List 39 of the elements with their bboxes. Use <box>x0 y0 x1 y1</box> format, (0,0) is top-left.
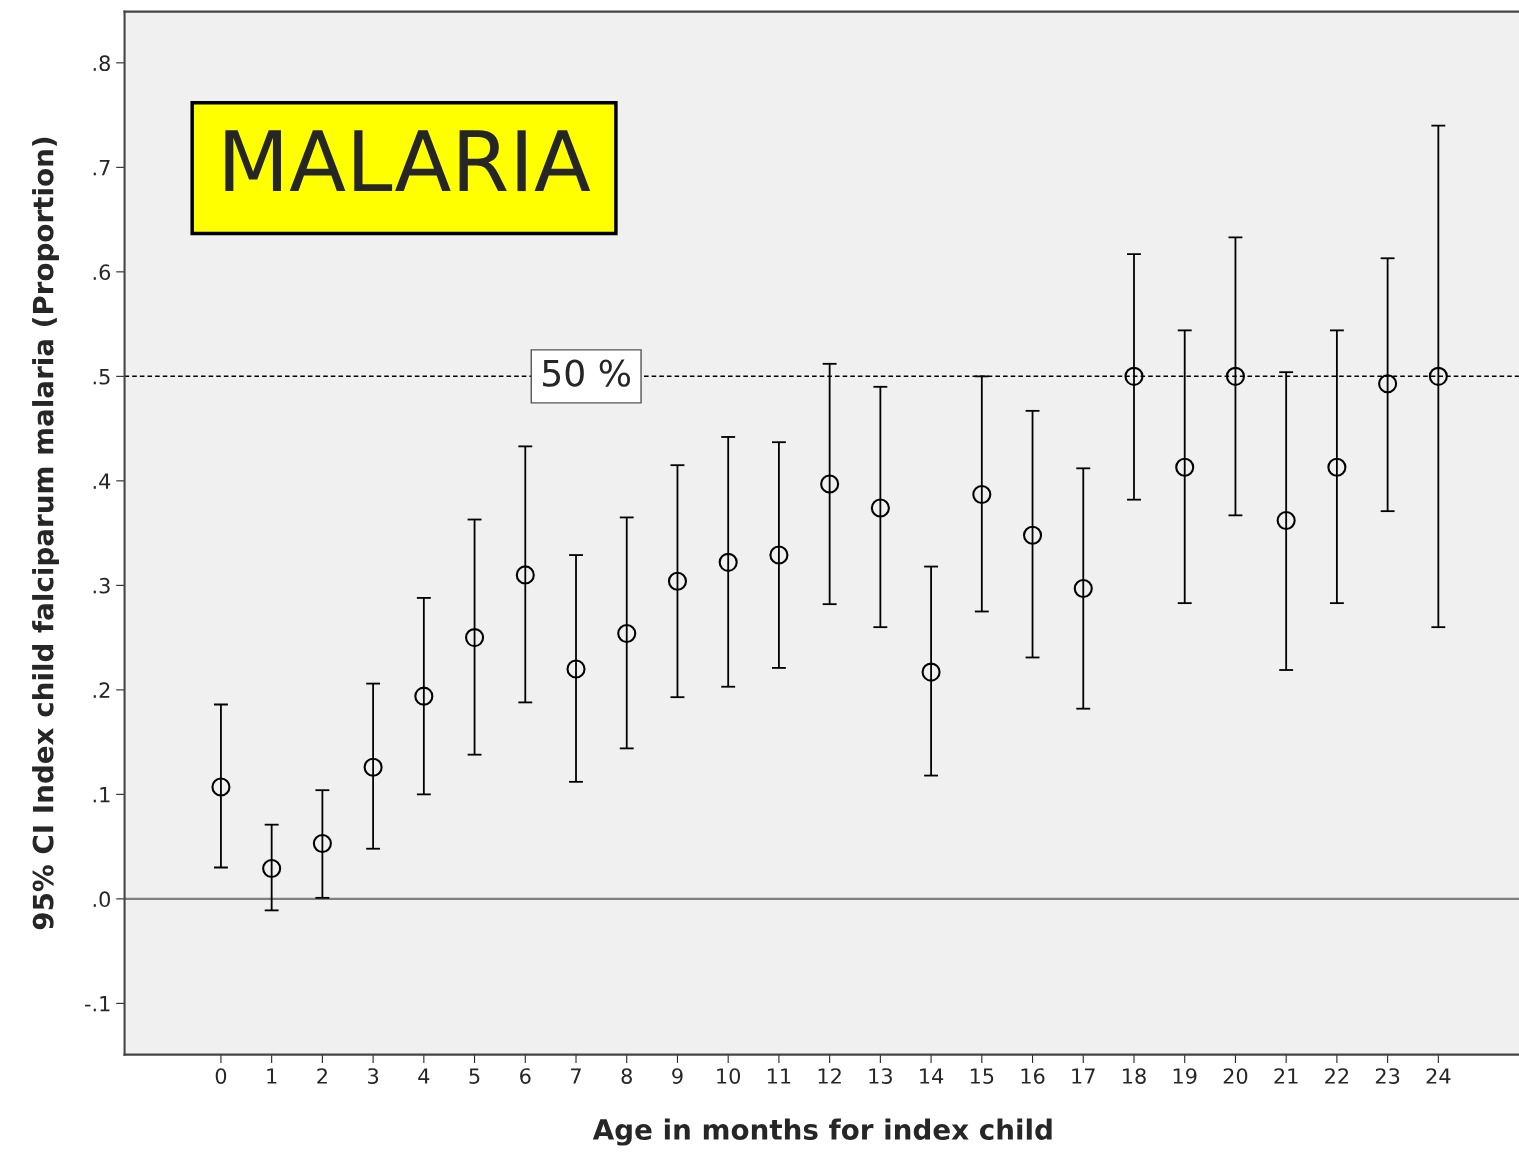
x-tick-label: 9 <box>672 1068 683 1084</box>
x-tick-label: 23 <box>1375 1068 1400 1084</box>
x-tick-label: 15 <box>970 1068 994 1084</box>
x-tick-label: 24 <box>1426 1068 1451 1084</box>
x-axis-title: Age in months for index child <box>592 1118 1052 1146</box>
x-tick-label: 2 <box>317 1068 327 1084</box>
x-tick-label: 3 <box>368 1068 379 1084</box>
x-tick-label: 22 <box>1325 1068 1349 1084</box>
y-tick-label: .7 <box>93 160 110 176</box>
x-tick-label: 0 <box>215 1068 227 1084</box>
x-tick-label: 16 <box>1021 1068 1045 1084</box>
y-axis-title: 95% CI Index child falciparum malaria (Proportion) <box>32 137 59 930</box>
x-tick-label: 10 <box>717 1068 741 1084</box>
x-tick-label: 18 <box>1123 1068 1146 1084</box>
x-tick-label: 5 <box>469 1068 480 1084</box>
y-tick-label: .3 <box>93 577 110 594</box>
x-tick-label: 21 <box>1274 1068 1298 1084</box>
x-tick-label: 4 <box>418 1068 430 1084</box>
y-tick-label: -.1 <box>84 996 110 1012</box>
y-tick-label: .4 <box>93 473 111 489</box>
y-tick-label: .1 <box>93 787 110 803</box>
y-tick-label: .2 <box>93 682 110 698</box>
x-tick-label: 1 <box>267 1068 277 1084</box>
x-tick-label: 13 <box>869 1068 892 1084</box>
x-tick-label: 11 <box>767 1068 791 1084</box>
x-tick-label: 7 <box>571 1068 581 1084</box>
x-tick-label: 6 <box>520 1068 531 1084</box>
x-tick-label: 17 <box>1072 1068 1095 1084</box>
x-tick-label: 12 <box>818 1068 841 1084</box>
y-tick-label: .5 <box>93 369 110 385</box>
ref-line-label: 50 % <box>543 359 631 387</box>
y-tick-label: .8 <box>93 55 110 72</box>
x-tick-label: 14 <box>920 1068 944 1084</box>
y-tick-label: .6 <box>93 264 111 281</box>
x-tick-label: 20 <box>1223 1068 1248 1084</box>
x-tick-label: 8 <box>621 1068 632 1084</box>
x-tick-label: 19 <box>1173 1068 1197 1084</box>
annotation: MALARIA <box>225 130 591 192</box>
y-tick-label: .0 <box>93 891 110 908</box>
